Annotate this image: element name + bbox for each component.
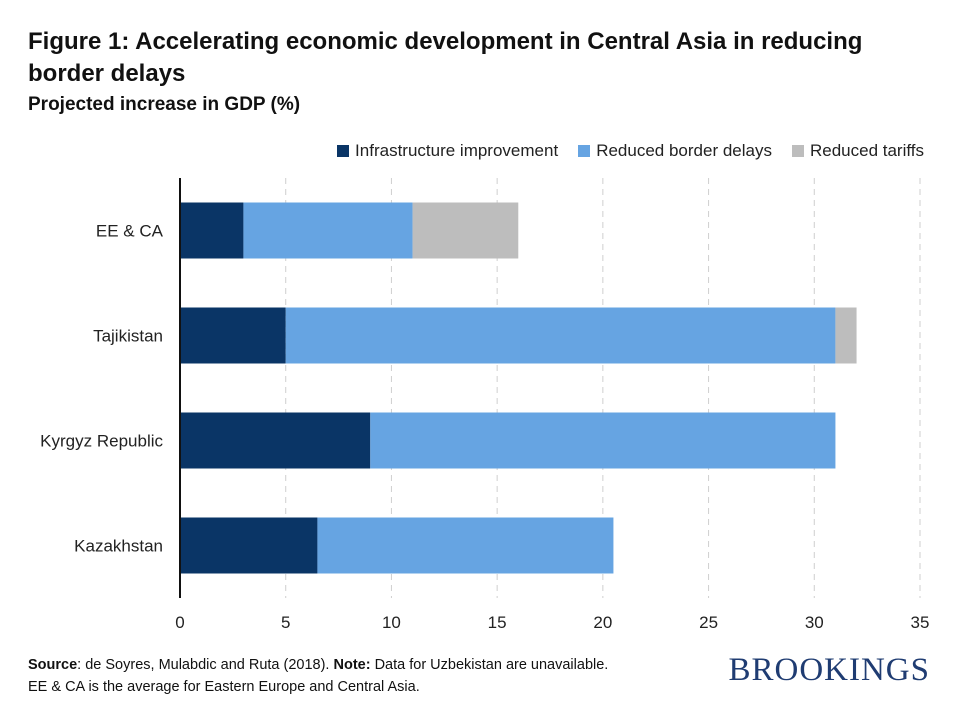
legend-item-infrastructure: Infrastructure improvement bbox=[337, 141, 558, 161]
legend-swatch-infrastructure bbox=[337, 145, 350, 157]
x-tick-label: 20 bbox=[593, 613, 612, 632]
legend-label-tariffs: Reduced tariffs bbox=[809, 141, 924, 160]
category-label: Kazakhstan bbox=[74, 537, 163, 556]
legend-swatch-tariffs bbox=[791, 145, 804, 157]
x-tick-label: 10 bbox=[382, 613, 401, 632]
bar-segment bbox=[370, 412, 836, 469]
legend-swatch-border bbox=[578, 145, 591, 157]
x-tick-label: 0 bbox=[175, 613, 184, 632]
bar-segment bbox=[180, 412, 371, 469]
source-text: : de Soyres, Mulabdic and Ruta (2018). bbox=[77, 657, 334, 673]
legend-label-border: Reduced border delays bbox=[596, 141, 772, 160]
bar-segment bbox=[180, 307, 286, 364]
legend-item-border: Reduced border delays bbox=[578, 141, 772, 161]
category-label: EE & CA bbox=[96, 222, 164, 241]
bar-segment bbox=[243, 202, 413, 259]
footer-line-2: EE & CA is the average for Eastern Europ… bbox=[28, 679, 420, 695]
bar-segment bbox=[285, 307, 836, 364]
x-tick-label: 35 bbox=[911, 613, 930, 632]
bar-segment bbox=[180, 202, 244, 259]
x-tick-label: 5 bbox=[281, 613, 290, 632]
x-tick-label: 25 bbox=[699, 613, 718, 632]
legend-label-infrastructure: Infrastructure improvement bbox=[355, 141, 559, 160]
legend-item-tariffs: Reduced tariffs bbox=[791, 141, 924, 161]
note-label: Note: bbox=[333, 657, 371, 673]
legend: Infrastructure improvement Reduced borde… bbox=[317, 141, 924, 161]
x-tick-label: 30 bbox=[805, 613, 824, 632]
footer-note: Source: de Soyres, Mulabdic and Ruta (20… bbox=[28, 654, 608, 698]
note-text: Data for Uzbekistan are unavailable. bbox=[370, 657, 609, 673]
x-tick-label: 15 bbox=[488, 613, 507, 632]
chart-title: Figure 1: Accelerating economic developm… bbox=[28, 28, 863, 87]
bar-segment bbox=[835, 307, 857, 364]
bar-segment bbox=[317, 517, 614, 574]
footer-line-1: Source: de Soyres, Mulabdic and Ruta (20… bbox=[28, 654, 608, 676]
category-label: Tajikistan bbox=[93, 327, 163, 346]
bar-segment bbox=[412, 202, 519, 259]
bar-segment bbox=[180, 517, 318, 574]
brookings-logo: BROOKINGS bbox=[728, 652, 930, 688]
category-label: Kyrgyz Republic bbox=[40, 432, 163, 451]
chart-subtitle: Projected increase in GDP (%) bbox=[28, 94, 301, 115]
source-label: Source bbox=[28, 657, 78, 673]
